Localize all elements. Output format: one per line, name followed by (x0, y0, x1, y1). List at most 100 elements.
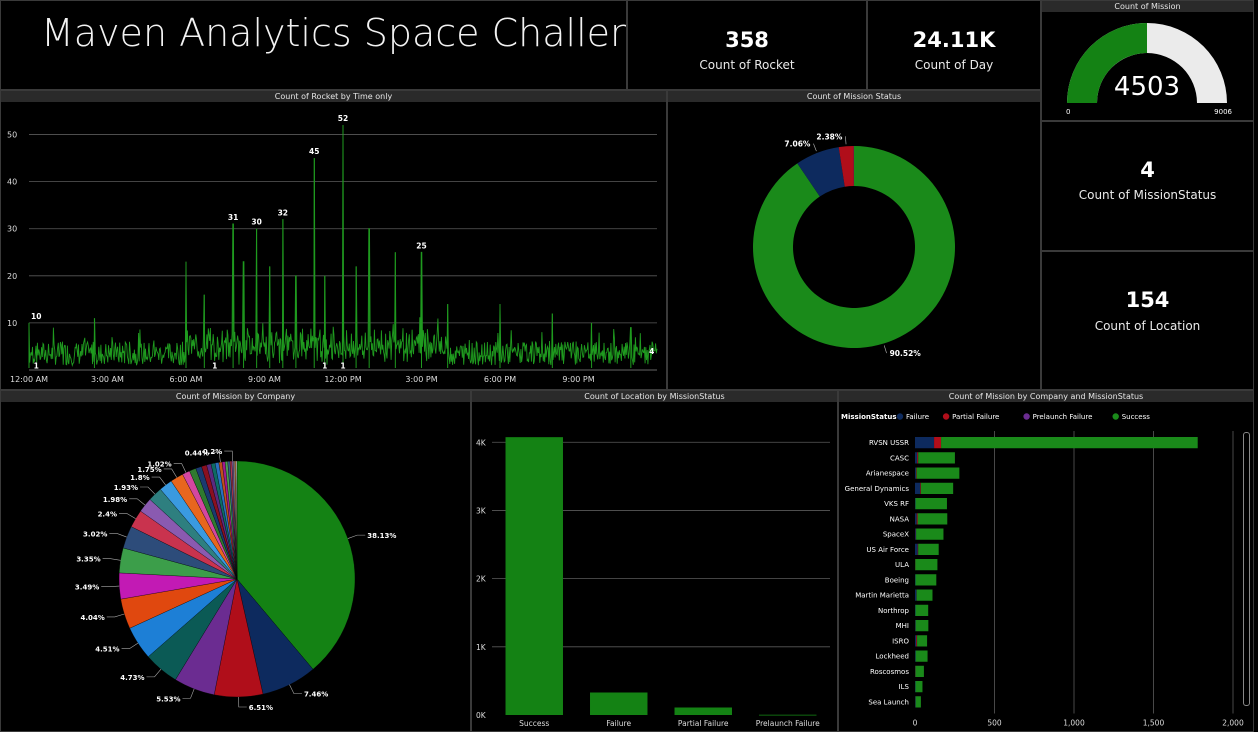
y-tick-label: Sea Launch (868, 698, 909, 706)
chart-scrollbar[interactable] (1243, 432, 1250, 706)
company-chart-tile[interactable]: Count of Mission by Company 38.13% 7.46% 6… (0, 390, 471, 732)
slice-label: 1.98% (103, 496, 127, 504)
y-tick-label: NASA (890, 515, 910, 523)
status-chart-title: Count of Mission Status (668, 91, 1040, 102)
data-label: 30 (251, 218, 261, 227)
bar-segment (915, 650, 916, 662)
card-rocket[interactable]: 358 Count of Rocket (627, 0, 867, 90)
bar-segment (915, 681, 923, 693)
y-tick-label: 1K (476, 643, 487, 652)
x-tick-label: Prelaunch Failure (756, 719, 820, 728)
location-count-value: 154 (1125, 288, 1170, 312)
x-tick-label: 12:00 PM (324, 375, 361, 384)
x-tick-label: 12:00 AM (10, 375, 48, 384)
company-status-chart-title: Count of Mission by Company and MissionS… (839, 391, 1253, 402)
y-tick-label: ISRO (892, 637, 909, 645)
y-tick-label: 30 (7, 225, 17, 234)
data-label: 52 (338, 114, 348, 123)
card-location[interactable]: 154 Count of Location (1041, 251, 1254, 390)
data-label: 31 (228, 213, 238, 222)
label-leader (182, 688, 195, 699)
bar-segment (915, 452, 918, 464)
gauge-min: 0 (1066, 108, 1070, 116)
y-tick-label: ULA (895, 561, 909, 569)
bar (590, 692, 648, 715)
x-tick-label: 2,000 (1222, 719, 1244, 728)
bar-segment (915, 513, 917, 525)
status-donut-chart[interactable]: 90.52% 7.06% 2.38% (668, 103, 1040, 390)
x-tick-label: 3:00 PM (405, 375, 437, 384)
time-chart-tile[interactable]: Count of Rocket by Time only 10 20 30 40 50 1… (0, 90, 667, 390)
label-leader (129, 498, 146, 506)
label-leader (845, 136, 847, 145)
time-line-chart[interactable]: 10 20 30 40 50 12:00 AM 3:00 AM 6:00 AM 9:00 AM 1… (1, 103, 666, 390)
y-tick-label: VKS RF (884, 500, 909, 508)
slice-label: 2.4% (98, 511, 117, 519)
label-leader (118, 513, 136, 519)
card-missionstatus[interactable]: 4 Count of MissionStatus (1041, 121, 1254, 251)
bar-segment (915, 589, 917, 601)
data-label: 25 (416, 241, 426, 250)
x-tick-label: 6:00 PM (484, 375, 516, 384)
bar-segment (915, 543, 918, 555)
bar-segment (941, 437, 1198, 449)
label-leader (106, 613, 125, 618)
day-count-label: Count of Day (914, 58, 994, 72)
company-pie-chart[interactable]: 38.13% 7.46% 6.51% 5.53% 4.73% 4.51% 4.04% 3.49… (1, 403, 470, 732)
y-tick-label: 4K (476, 438, 487, 447)
label-leader (289, 684, 302, 694)
data-label: 1 (340, 361, 345, 370)
slice-label: 7.06% (784, 140, 811, 149)
bar-segment (918, 452, 955, 464)
legend-marker (1112, 413, 1119, 420)
card-day[interactable]: 24.11K Count of Day (867, 0, 1041, 90)
gauge-tile[interactable]: Count of Mission 4503 0 9006 (1041, 0, 1254, 121)
y-tick-label: Arianespace (866, 470, 909, 478)
status-chart-tile[interactable]: Count of Mission Status 90.52% 7.06% 2.38% (667, 90, 1041, 390)
y-tick-label: MHI (896, 622, 909, 630)
donut-slice (797, 147, 845, 197)
bar-segment (917, 452, 919, 464)
slice-label: 1.93% (114, 484, 138, 492)
x-tick-label: Partial Failure (678, 719, 729, 728)
data-label: 1 (212, 361, 217, 370)
company-status-chart-tile[interactable]: Count of Mission by Company and MissionS… (838, 390, 1254, 732)
location-count-label: Count of Location (1094, 319, 1201, 333)
y-tick-label: CASC (890, 454, 909, 462)
label-leader (151, 476, 166, 486)
label-leader (813, 143, 817, 152)
data-label: 1 (34, 361, 39, 370)
y-tick-label: SpaceX (883, 531, 909, 539)
label-leader (211, 451, 221, 463)
location-chart-tile[interactable]: Count of Location by MissionStatus 0K 1K 2… (471, 390, 838, 732)
company-chart-title: Count of Mission by Company (1, 391, 470, 402)
slice-label: 3.49% (75, 584, 99, 592)
pie-slice (235, 460, 238, 580)
bar-segment (915, 650, 928, 662)
rocket-count-label: Count of Rocket (699, 58, 795, 72)
label-leader (146, 669, 162, 678)
slice-label: 4.04% (80, 614, 104, 622)
slice-label: 1.8% (130, 474, 149, 482)
dashboard-title: Maven Analytics Space Challenge (41, 11, 627, 55)
bar-segment (916, 589, 933, 601)
bar-segment (915, 696, 921, 708)
x-tick-label: Success (519, 719, 549, 728)
y-tick-label: Roscosmos (870, 668, 909, 676)
company-status-bar-chart[interactable]: MissionStatus Failure Partial Failure Prela… (839, 403, 1253, 732)
bar-segment (915, 559, 938, 571)
bar (759, 714, 817, 716)
y-tick-label: US Air Force (866, 546, 909, 554)
y-tick-label: 20 (7, 272, 17, 281)
bar-segment (915, 604, 929, 616)
location-bar-chart[interactable]: 0K 1K 2K 3K 4K Success Failure Partial Failure P… (472, 403, 837, 732)
legend-label: Success (1122, 413, 1151, 421)
bar-segment (934, 437, 942, 449)
slice-label: 7.46% (304, 691, 328, 699)
y-tick-label: Lockheed (876, 653, 909, 661)
bar-segment (915, 467, 917, 479)
legend-label: Partial Failure (952, 413, 999, 421)
x-tick-label: 0 (913, 719, 918, 728)
data-label: 1 (322, 361, 327, 370)
bar-segment (920, 482, 954, 494)
